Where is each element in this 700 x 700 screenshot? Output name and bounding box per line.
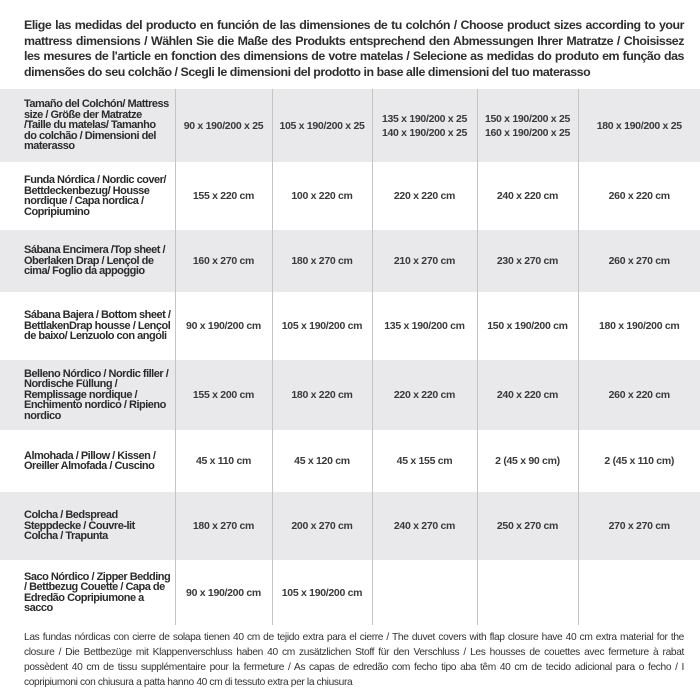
size-table: Tamaño del Colchón/ Mattress size / Größ…	[0, 89, 700, 625]
intro-text: Elige las medidas del producto en funció…	[24, 18, 684, 79]
size-cell: 180 x 270 cm	[174, 492, 272, 560]
size-cell: 105 x 190/200 cm	[271, 560, 372, 625]
row-label: Sábana Bajera / Bottom sheet / Bettlaken…	[24, 309, 171, 343]
header-cell: 150 x 190/200 x 25 160 x 190/200 x 25	[476, 89, 578, 162]
size-cell: 270 x 270 cm	[577, 492, 700, 560]
size-cell: 240 x 220 cm	[476, 360, 578, 430]
table-row: Saco Nórdico / Zipper Bedding / Bettbezu…	[0, 560, 700, 625]
table-row: Almohada / Pillow / Kissen / Oreiller Al…	[0, 430, 700, 492]
header-row: Tamaño del Colchón/ Mattress size / Größ…	[0, 89, 700, 162]
table-row: Sábana Bajera / Bottom sheet / Bettlaken…	[0, 292, 700, 360]
size-cell: 220 x 220 cm	[371, 360, 477, 430]
size-cell: 90 x 190/200 cm	[174, 292, 272, 360]
size-cell: 180 x 190/200 cm	[577, 292, 700, 360]
size-text: 160 x 190/200 x 25	[484, 126, 571, 139]
size-cell: 105 x 190/200 cm	[271, 292, 372, 360]
header-cell: 105 x 190/200 x 25	[271, 89, 372, 162]
size-cell: 260 x 270 cm	[577, 230, 700, 292]
size-cell: 100 x 220 cm	[271, 162, 372, 230]
table-row: Funda Nórdica / Nordic cover/ Bettdecken…	[0, 162, 700, 230]
size-cell: 260 x 220 cm	[577, 360, 700, 430]
size-text: 90 x 190/200 x 25	[183, 119, 264, 132]
header-cell: 180 x 190/200 x 25	[577, 89, 700, 162]
size-cell: 180 x 220 cm	[271, 360, 372, 430]
size-cell: 260 x 220 cm	[577, 162, 700, 230]
size-cell: 2 (45 x 90 cm)	[476, 430, 578, 492]
size-text: 150 x 190/200 x 25	[484, 112, 571, 125]
size-cell: 2 (45 x 110 cm)	[577, 430, 700, 492]
row-label: Sábana Encimera /Top sheet / Oberlaken D…	[24, 244, 166, 278]
size-cell: 90 x 190/200 cm	[174, 560, 272, 625]
size-text: 140 x 190/200 x 25	[381, 126, 468, 139]
header-label: Tamaño del Colchón/ Mattress size / Größ…	[24, 98, 169, 153]
size-cell	[371, 560, 477, 625]
row-label: Funda Nórdica / Nordic cover/ Bettdecken…	[24, 174, 166, 218]
size-cell: 230 x 270 cm	[476, 230, 578, 292]
size-cell: 150 x 190/200 cm	[476, 292, 578, 360]
size-cell: 250 x 270 cm	[476, 492, 578, 560]
size-cell	[577, 560, 700, 625]
row-label: Belleno Nórdico / Nordic filler / Nordis…	[24, 367, 169, 422]
size-text: 105 x 190/200 x 25	[279, 119, 365, 132]
size-cell: 135 x 190/200 cm	[371, 292, 477, 360]
size-text: 180 x 190/200 x 25	[596, 119, 682, 132]
row-label: Almohada / Pillow / Kissen / Oreiller Al…	[24, 449, 156, 472]
size-cell: 45 x 120 cm	[271, 430, 372, 492]
size-cell: 180 x 270 cm	[271, 230, 372, 292]
size-cell: 45 x 110 cm	[174, 430, 272, 492]
header-cell: 90 x 190/200 x 25	[174, 89, 272, 162]
row-label: Saco Nórdico / Zipper Bedding / Bettbezu…	[24, 570, 171, 614]
header-cell: 135 x 190/200 x 25 140 x 190/200 x 25	[371, 89, 477, 162]
table-row: Colcha / Bedspread Steppdecke / Couvre-l…	[0, 492, 700, 560]
size-cell: 45 x 155 cm	[371, 430, 477, 492]
size-cell: 155 x 220 cm	[174, 162, 272, 230]
size-cell	[476, 560, 578, 625]
row-label: Colcha / Bedspread Steppdecke / Couvre-l…	[24, 509, 135, 543]
size-cell: 220 x 220 cm	[371, 162, 477, 230]
table-row: Belleno Nórdico / Nordic filler / Nordis…	[0, 360, 700, 430]
table-row: Sábana Encimera /Top sheet / Oberlaken D…	[0, 230, 700, 292]
size-text: 135 x 190/200 x 25	[381, 112, 468, 125]
size-cell: 155 x 200 cm	[174, 360, 272, 430]
footnote: Las fundas nórdicas con cierre de solapa…	[24, 632, 684, 688]
size-cell: 240 x 270 cm	[371, 492, 477, 560]
size-cell: 210 x 270 cm	[371, 230, 477, 292]
size-cell: 160 x 270 cm	[174, 230, 272, 292]
size-cell: 240 x 220 cm	[476, 162, 578, 230]
size-cell: 200 x 270 cm	[271, 492, 372, 560]
